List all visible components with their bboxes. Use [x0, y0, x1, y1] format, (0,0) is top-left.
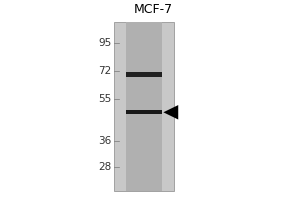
Bar	[126, 72, 162, 77]
Text: 95: 95	[98, 38, 111, 48]
Polygon shape	[164, 105, 178, 120]
Bar	[126, 110, 162, 114]
Text: 36: 36	[98, 136, 111, 146]
Text: MCF-7: MCF-7	[134, 3, 172, 16]
Text: 72: 72	[98, 66, 111, 76]
Text: 28: 28	[98, 162, 111, 172]
Bar	[114, 22, 174, 191]
Text: 55: 55	[98, 94, 111, 104]
Bar	[126, 22, 162, 191]
